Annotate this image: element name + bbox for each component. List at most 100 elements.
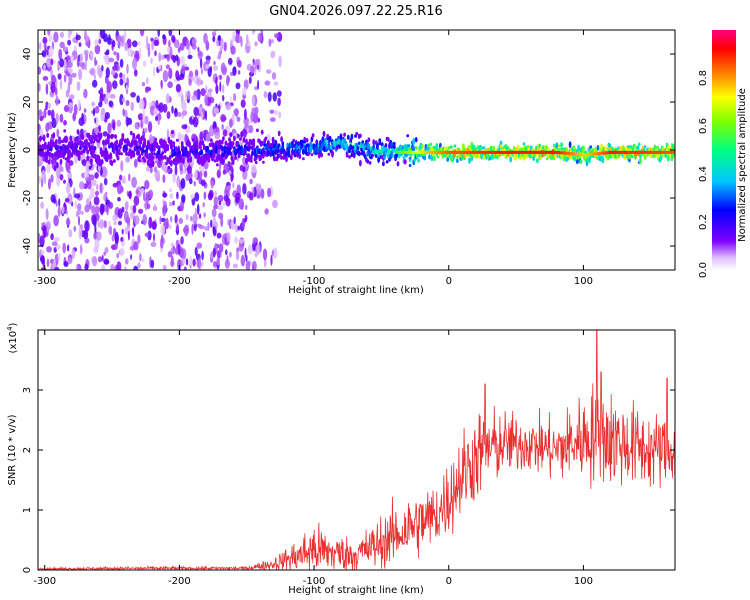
heatmap-noise-cell xyxy=(270,39,274,44)
heatmap-noise-cell xyxy=(213,61,216,65)
heatmap-noise-cell xyxy=(168,30,173,37)
heatmap-noise-cell xyxy=(124,42,129,51)
heatmap-ridge-cell xyxy=(167,165,171,170)
heatmap-noise-cell xyxy=(154,166,158,173)
heatmap-ridge-core-cell xyxy=(467,150,470,154)
heatmap-ridge-cell xyxy=(380,142,384,147)
heatmap-ridge-cell xyxy=(208,142,212,148)
heatmap-noise-cell xyxy=(59,174,64,181)
heatmap-noise-cell xyxy=(101,64,104,72)
heatmap-ridge-cell xyxy=(81,144,85,148)
heatmap-noise-cell xyxy=(274,33,280,39)
heatmap-ridge-cell xyxy=(639,157,642,165)
heatmap-noise-cell xyxy=(155,115,158,121)
heatmap-noise-cell xyxy=(171,54,175,61)
heatmap-noise-cell xyxy=(106,37,113,45)
heatmap-noise-cell xyxy=(140,188,145,194)
heatmap-ridge-core-cell xyxy=(671,150,674,154)
heatmap-ridge-core-cell xyxy=(632,150,635,154)
heatmap-noise-cell xyxy=(125,116,130,127)
heatmap-ridge-cell xyxy=(391,154,395,158)
heatmap-noise-cell xyxy=(205,84,208,94)
heatmap-ridge-cell xyxy=(348,149,351,153)
heatmap-ridge-cell xyxy=(189,156,193,161)
heatmap-noise-cell xyxy=(224,259,230,269)
heatmap-ridge-cell xyxy=(252,140,256,147)
heatmap-noise-cell xyxy=(89,50,94,59)
heatmap-noise-cell xyxy=(245,260,251,270)
heatmap-noise-cell xyxy=(192,258,196,267)
heatmap-ridge-core-cell xyxy=(574,152,577,156)
heatmap-ridge-cell xyxy=(143,137,147,144)
heatmap-noise-cell xyxy=(110,263,115,270)
heatmap-ridge-cell xyxy=(516,144,520,149)
heatmap-noise-cell xyxy=(109,93,116,99)
heatmap-ridge-cell xyxy=(632,143,636,148)
heatmap-ridge-cell xyxy=(423,156,426,161)
heatmap-noise-cell xyxy=(116,183,123,195)
heatmap-noise-cell xyxy=(242,86,247,96)
heatmap-noise-cell xyxy=(83,49,89,56)
heatmap-noise-cell xyxy=(67,30,71,39)
heatmap-noise-cell xyxy=(154,50,157,57)
heatmap-noise-cell xyxy=(45,231,49,237)
heatmap-noise-cell xyxy=(84,30,87,41)
heatmap-ridge-core-cell xyxy=(477,150,480,154)
heatmap-ridge-core-cell xyxy=(412,150,415,154)
heatmap-noise-cell xyxy=(162,204,167,217)
heatmap-x-tick-label: -300 xyxy=(33,276,56,287)
heatmap-noise-cell xyxy=(66,55,71,61)
heatmap-noise-cell xyxy=(63,179,66,184)
heatmap-ridge-cell xyxy=(105,150,109,156)
heatmap-ridge-cell xyxy=(367,143,371,150)
heatmap-noise-cell xyxy=(94,206,100,214)
heatmap-noise-cell xyxy=(174,247,179,255)
heatmap-noise-cell xyxy=(98,38,102,45)
heatmap-noise-cell xyxy=(278,111,282,119)
heatmap-ridge-cell xyxy=(522,142,526,146)
heatmap-noise-cell xyxy=(38,66,42,75)
heatmap-noise-cell xyxy=(180,99,187,110)
heatmap-noise-cell xyxy=(196,242,203,249)
heatmap-ridge-cell xyxy=(260,129,264,135)
heatmap-ridge-cell xyxy=(378,141,382,146)
heatmap-noise-cell xyxy=(238,238,245,244)
heatmap-ridge-core-cell xyxy=(501,150,504,154)
heatmap-ridge-cell xyxy=(456,155,459,159)
heatmap-noise-cell xyxy=(201,68,203,75)
heatmap-ridge-core-cell xyxy=(617,150,620,154)
heatmap-ridge-cell xyxy=(146,160,150,167)
heatmap-ridge-cell xyxy=(359,159,362,167)
snr-y-tick-label: 1 xyxy=(22,507,33,513)
heatmap-noise-cell xyxy=(59,79,63,90)
colorbar-tick-label: 0.8 xyxy=(698,70,709,86)
heatmap-noise-cell xyxy=(68,229,73,238)
heatmap-ridge-core-cell xyxy=(530,150,533,154)
heatmap-ridge-core-cell xyxy=(496,150,499,154)
heatmap-ridge-core-cell xyxy=(584,153,586,157)
heatmap-ridge-cell xyxy=(277,130,281,137)
heatmap-ridge-cell xyxy=(79,146,82,150)
heatmap-ridge-cell xyxy=(262,152,265,159)
heatmap-noise-cell xyxy=(94,162,97,168)
heatmap-plot-area xyxy=(38,30,675,270)
heatmap-ridge-core-cell xyxy=(585,153,588,157)
heatmap-ridge-core-cell xyxy=(634,150,637,154)
heatmap-ridge-core-cell xyxy=(587,153,590,156)
heatmap-noise-cell xyxy=(119,78,124,86)
heatmap-ridge-cell xyxy=(47,159,51,165)
heatmap-noise-cell xyxy=(50,194,56,203)
heatmap-ridge-cell xyxy=(186,157,190,164)
heatmap-noise-cell xyxy=(43,43,47,49)
heatmap-noise-cell xyxy=(119,93,124,106)
heatmap-ridge-cell xyxy=(199,140,202,148)
heatmap-ridge-core-cell xyxy=(475,150,478,154)
heatmap-noise-cell xyxy=(65,210,68,215)
heatmap-ridge-cell xyxy=(451,158,454,163)
heatmap-noise-cell xyxy=(230,45,236,55)
heatmap-noise-cell xyxy=(216,257,220,266)
heatmap-ridge-cell xyxy=(402,156,406,160)
heatmap-ridge-core-cell xyxy=(659,150,662,154)
heatmap-ridge-cell xyxy=(93,153,97,159)
heatmap-noise-cell xyxy=(210,66,213,73)
